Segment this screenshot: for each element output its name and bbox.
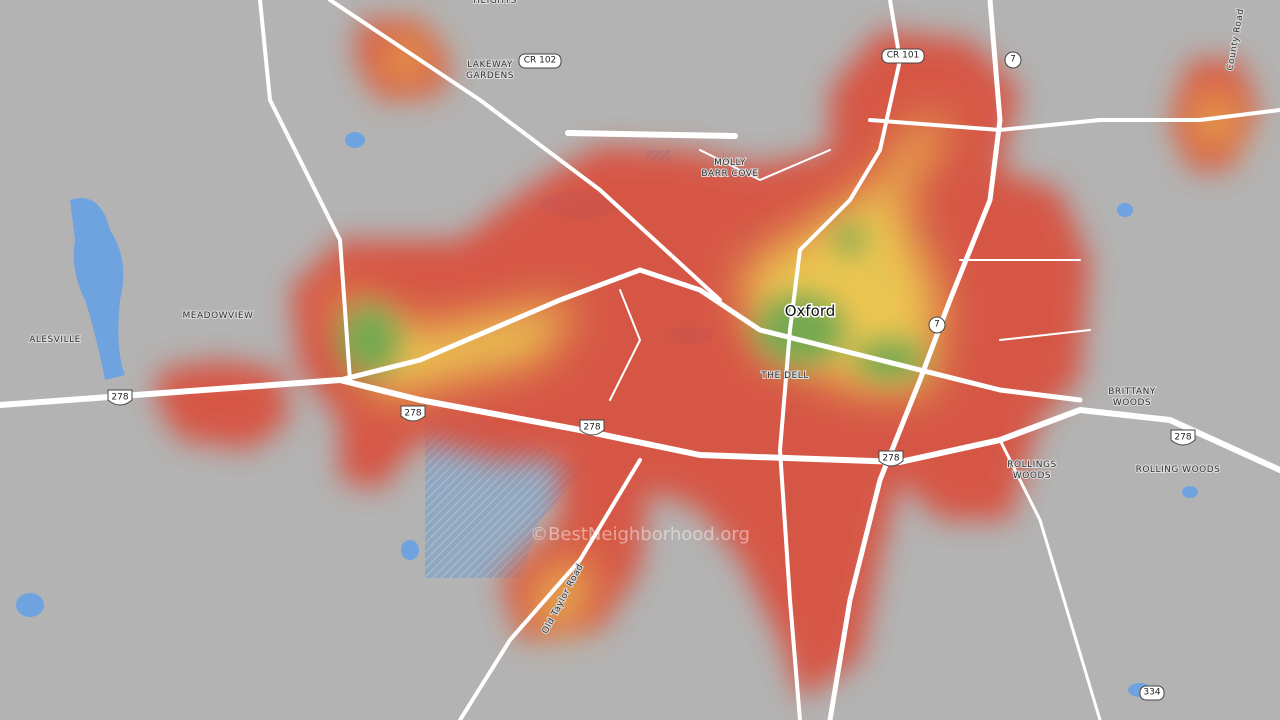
shield-label: 278 xyxy=(111,393,128,403)
road-shield: 7 xyxy=(1004,51,1022,69)
road-label: County Road xyxy=(1226,8,1247,72)
shield-label: 278 xyxy=(404,409,421,419)
shield-shape xyxy=(878,450,904,467)
place-label: BARR COVE xyxy=(701,169,758,179)
shield-shape xyxy=(928,316,946,334)
place-label: HEIGHTS xyxy=(473,0,517,6)
shield-shape xyxy=(1004,51,1022,69)
road-shield: CR 101 xyxy=(881,48,925,64)
shield-shape xyxy=(400,405,426,422)
shield-label: 334 xyxy=(1143,688,1160,698)
shield-shape xyxy=(107,389,133,406)
shield-shape xyxy=(518,53,562,69)
place-label: BRITTANY xyxy=(1108,387,1156,397)
shield-shape xyxy=(1170,429,1196,446)
shield-label: 278 xyxy=(882,454,899,464)
road-shield: 278 xyxy=(1170,429,1196,446)
place-label: WOODS xyxy=(1113,398,1151,408)
place-label: MOLLY xyxy=(714,158,746,168)
shield-label: 7 xyxy=(934,320,940,330)
shield-label: 278 xyxy=(1174,433,1191,443)
shield-shape xyxy=(881,48,925,64)
shield-shape xyxy=(579,419,605,436)
place-label: MEADOWVIEW xyxy=(183,311,254,321)
place-label: ROLLINGS xyxy=(1007,460,1056,470)
place-label: Oxford xyxy=(785,302,836,320)
place-label: WOODS xyxy=(1013,471,1051,481)
shield-label: 278 xyxy=(583,423,600,433)
road-shield: 278 xyxy=(579,419,605,436)
road-shield: 278 xyxy=(107,389,133,406)
place-label: GARDENS xyxy=(466,71,514,81)
place-label: ROLLING WOODS xyxy=(1136,465,1221,475)
road-shield: 278 xyxy=(878,450,904,467)
place-label: THE DELL xyxy=(760,371,808,381)
place-label: LAKEWAY xyxy=(467,60,513,70)
road-shield: 334 xyxy=(1139,685,1165,701)
shield-label: CR 102 xyxy=(524,56,557,66)
shield-label: CR 101 xyxy=(887,51,920,61)
place-label: ALESVILLE xyxy=(29,335,81,345)
watermark: ©BestNeighborhood.org xyxy=(530,524,750,545)
road-shield: CR 102 xyxy=(518,53,562,69)
road-shield: 278 xyxy=(400,405,426,422)
heatmap xyxy=(155,20,1258,700)
road-shield: 7 xyxy=(928,316,946,334)
shield-shape xyxy=(1139,685,1165,701)
shield-label: 7 xyxy=(1010,55,1016,65)
